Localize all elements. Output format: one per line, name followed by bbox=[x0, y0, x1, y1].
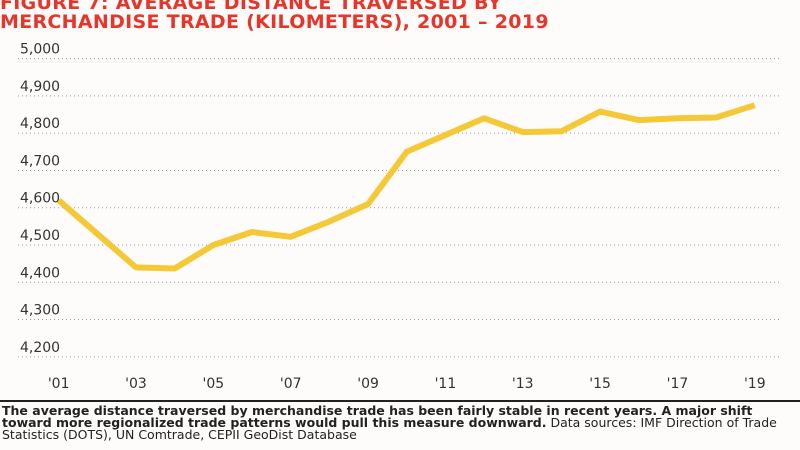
x-tick-label: '17 bbox=[667, 376, 689, 392]
x-tick-label: '07 bbox=[280, 376, 302, 392]
x-tick-label: '01 bbox=[48, 376, 70, 392]
series-group bbox=[56, 102, 756, 272]
y-axis-ticks: 4,200 4,300 4,400 4,500 4,600 4,700 4,800 4,900… bbox=[20, 42, 60, 356]
y-tick-label: 4,600 bbox=[20, 191, 60, 207]
y-tick-label: 4,400 bbox=[20, 265, 60, 281]
y-tick-label: 4,800 bbox=[20, 116, 60, 132]
series-line bbox=[56, 102, 756, 272]
line-chart: 4,200 4,300 4,400 4,500 4,600 4,700 4,800 4,900… bbox=[18, 42, 780, 392]
x-tick-label: '05 bbox=[203, 376, 225, 392]
caption-divider bbox=[0, 400, 800, 402]
x-tick-label: '19 bbox=[744, 376, 766, 392]
x-tick-label: '09 bbox=[357, 376, 379, 392]
y-tick-label: 5,000 bbox=[20, 42, 60, 58]
x-axis-ticks: '01 '03 '05 '07 '09 '11 '13 '15 '17 '19 bbox=[48, 376, 766, 392]
x-tick-label: '13 bbox=[512, 376, 534, 392]
caption-bold-text: The average distance traversed by mercha… bbox=[2, 403, 753, 430]
y-tick-label: 4,700 bbox=[20, 153, 60, 169]
chart-caption: The average distance traversed by mercha… bbox=[2, 403, 782, 442]
y-tick-label: 4,900 bbox=[20, 79, 60, 95]
x-tick-label: '15 bbox=[589, 376, 611, 392]
x-tick-label: '03 bbox=[125, 376, 147, 392]
y-tick-label: 4,300 bbox=[20, 303, 60, 319]
gridlines bbox=[18, 58, 780, 358]
y-tick-label: 4,200 bbox=[20, 340, 60, 356]
chart-title: FIGURE 7: AVERAGE DISTANCE TRAVERSED BY … bbox=[0, 0, 549, 33]
x-tick-label: '11 bbox=[435, 376, 457, 392]
y-tick-label: 4,500 bbox=[20, 228, 60, 244]
caption-source-text: Data sources: IMF Direction of Trade Sta… bbox=[2, 415, 777, 442]
